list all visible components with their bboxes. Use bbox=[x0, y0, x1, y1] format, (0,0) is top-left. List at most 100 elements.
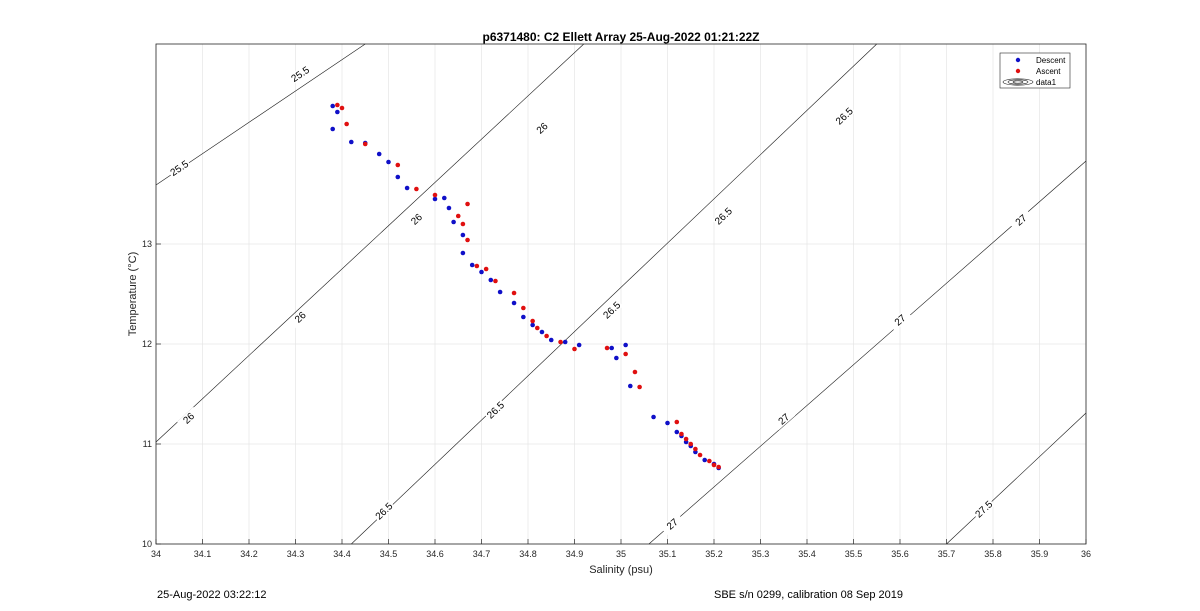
ascent-point bbox=[572, 346, 577, 352]
y-tick-label: 13 bbox=[142, 239, 152, 249]
descent-point bbox=[576, 342, 582, 348]
footer-timestamp: 25-Aug-2022 03:22:12 bbox=[157, 589, 267, 601]
contour-label-background bbox=[711, 204, 735, 228]
ascent-point bbox=[414, 186, 419, 192]
descent-point bbox=[702, 457, 707, 463]
descent-point bbox=[469, 262, 475, 268]
ascent-point bbox=[493, 278, 498, 284]
contour-label-background bbox=[972, 497, 996, 521]
descent-point bbox=[651, 414, 656, 420]
legend-label-data1: data1 bbox=[1036, 78, 1057, 87]
isopycnal-line bbox=[155, 43, 585, 443]
x-tick-label: 35.5 bbox=[845, 549, 863, 559]
ascent-point bbox=[362, 141, 368, 147]
x-tick-label: 34.3 bbox=[287, 549, 305, 559]
ascent-point bbox=[511, 290, 517, 296]
contour-label-background bbox=[600, 298, 624, 322]
ascent-point bbox=[558, 339, 563, 345]
x-tick-label: 34.6 bbox=[426, 549, 444, 559]
legend-marker-descent bbox=[1015, 57, 1021, 63]
x-tick-label: 34.5 bbox=[380, 549, 398, 559]
ascent-point bbox=[711, 462, 717, 468]
ascent-point bbox=[530, 318, 535, 324]
descent-point bbox=[623, 342, 628, 348]
descent-point bbox=[395, 174, 401, 180]
ascent-point bbox=[395, 162, 401, 168]
y-axis-label: Temperature (°C) bbox=[127, 252, 139, 336]
ascent-point bbox=[335, 102, 340, 108]
contour-label-background bbox=[660, 512, 684, 536]
legend-marker-contour-icon bbox=[1002, 78, 1034, 86]
ascent-point bbox=[432, 192, 438, 198]
descent-point bbox=[432, 196, 438, 202]
x-tick-label: 35.1 bbox=[659, 549, 677, 559]
contour-label-background bbox=[167, 157, 192, 179]
x-tick-label: 36 bbox=[1081, 549, 1091, 559]
x-tick-label: 35.4 bbox=[798, 549, 816, 559]
ascent-point bbox=[632, 369, 638, 375]
x-tick-label: 34.9 bbox=[566, 549, 584, 559]
isopycnal-line bbox=[351, 43, 877, 545]
ascent-point bbox=[716, 464, 721, 470]
descent-point bbox=[349, 139, 354, 145]
descent-point bbox=[386, 159, 391, 165]
contour-label-background bbox=[404, 207, 428, 231]
ascent-point bbox=[465, 201, 470, 207]
contour-label-background bbox=[832, 104, 856, 128]
legend-marker-ascent bbox=[1015, 68, 1021, 74]
y-tick-label: 11 bbox=[143, 439, 152, 449]
ascent-point bbox=[339, 105, 345, 111]
contour-label-background bbox=[1009, 208, 1033, 232]
y-tick-label: 10 bbox=[142, 539, 152, 549]
descent-point bbox=[335, 109, 340, 115]
contour-label-background bbox=[177, 406, 201, 430]
ascent-point bbox=[474, 263, 480, 269]
x-tick-label: 35.6 bbox=[891, 549, 909, 559]
contour-label-background bbox=[484, 398, 507, 422]
contour-label-background bbox=[288, 63, 313, 85]
ascent-point bbox=[455, 213, 461, 219]
x-tick-label: 34.2 bbox=[240, 549, 258, 559]
contour-label-background bbox=[888, 308, 912, 332]
descent-point bbox=[628, 383, 633, 389]
ascent-point bbox=[623, 351, 628, 357]
descent-point bbox=[548, 337, 554, 343]
descent-point bbox=[404, 185, 410, 191]
ascent-point bbox=[544, 333, 549, 339]
ascent-point bbox=[460, 221, 466, 227]
descent-point bbox=[446, 205, 452, 211]
legend-box bbox=[999, 52, 1071, 89]
x-tick-label: 34 bbox=[151, 549, 161, 559]
contour-label-background bbox=[288, 305, 312, 329]
descent-point bbox=[442, 195, 447, 201]
isopycnal-line bbox=[155, 43, 366, 186]
legend-label-descent: Descent bbox=[1036, 56, 1066, 65]
footer-calibration: SBE s/n 0299, calibration 08 Sep 2019 bbox=[714, 589, 903, 601]
ascent-point bbox=[697, 452, 703, 458]
descent-point bbox=[488, 277, 494, 283]
x-tick-label: 35.2 bbox=[705, 549, 723, 559]
descent-point bbox=[562, 339, 568, 345]
contour-label-background bbox=[530, 116, 554, 140]
ascent-point bbox=[344, 121, 349, 127]
legend-label-ascent: Ascent bbox=[1036, 67, 1061, 76]
x-tick-label: 34.7 bbox=[473, 549, 491, 559]
contour-label-background bbox=[772, 407, 796, 431]
legend: Descent Ascent data1 bbox=[999, 52, 1071, 89]
ascent-point bbox=[707, 458, 712, 464]
grid bbox=[155, 44, 1087, 545]
ascent-point bbox=[521, 305, 526, 311]
chart-title: p6371480: C2 Ellett Array 25-Aug-2022 01… bbox=[482, 30, 759, 44]
descent-point bbox=[497, 289, 503, 295]
x-tick-label: 35 bbox=[616, 549, 626, 559]
descent-point bbox=[614, 355, 619, 361]
descent-point bbox=[609, 345, 614, 351]
descent-point bbox=[521, 314, 526, 320]
descent-point bbox=[674, 429, 680, 435]
descent-point bbox=[479, 269, 484, 275]
descent-point bbox=[539, 329, 545, 335]
x-tick-label: 34.4 bbox=[333, 549, 351, 559]
isopycnal-line bbox=[946, 412, 1087, 545]
ascent-point bbox=[604, 345, 610, 351]
descent-point bbox=[530, 322, 535, 328]
